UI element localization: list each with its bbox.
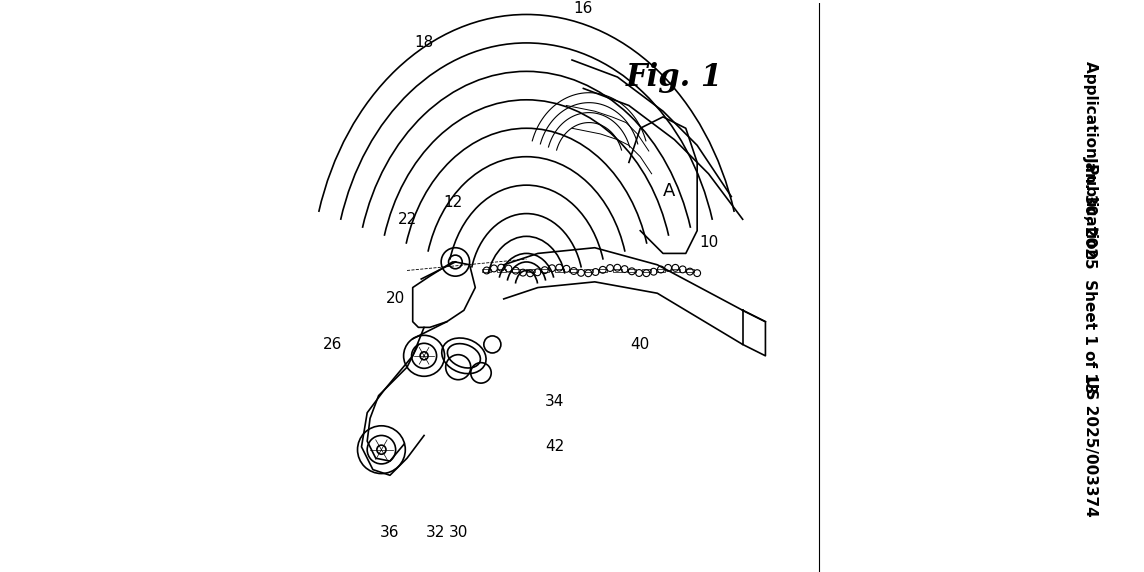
Text: 22: 22 — [397, 212, 416, 227]
Bar — [583, 269, 593, 272]
Text: 40: 40 — [630, 337, 650, 352]
Text: US 2025/003374: US 2025/003374 — [1083, 376, 1098, 517]
Bar — [657, 269, 666, 272]
Text: 30: 30 — [448, 525, 468, 539]
Text: 18: 18 — [414, 35, 434, 50]
Text: 16: 16 — [573, 1, 593, 16]
Text: 10: 10 — [699, 235, 718, 249]
Text: Fig. 1: Fig. 1 — [626, 62, 723, 93]
Text: 32: 32 — [426, 525, 445, 539]
Text: 20: 20 — [386, 291, 405, 307]
Bar — [627, 269, 636, 272]
Text: 34: 34 — [546, 394, 565, 409]
Bar — [642, 269, 651, 272]
Text: Jan. 30, 2025  Sheet 1 of 13: Jan. 30, 2025 Sheet 1 of 13 — [1083, 156, 1098, 394]
Text: Application Publication: Application Publication — [1083, 61, 1098, 259]
Bar — [525, 269, 534, 272]
Bar — [598, 269, 607, 272]
Text: 36: 36 — [380, 525, 399, 539]
Text: A: A — [662, 182, 675, 200]
Bar — [482, 269, 491, 272]
Bar — [511, 269, 521, 272]
Text: 12: 12 — [443, 194, 462, 210]
Bar — [570, 269, 579, 272]
Text: 26: 26 — [324, 337, 343, 352]
Bar — [540, 269, 549, 272]
Text: 42: 42 — [546, 439, 564, 454]
Bar — [613, 269, 622, 272]
Bar — [496, 269, 506, 272]
Bar — [670, 269, 680, 272]
Bar — [555, 269, 564, 272]
Bar — [685, 269, 694, 272]
